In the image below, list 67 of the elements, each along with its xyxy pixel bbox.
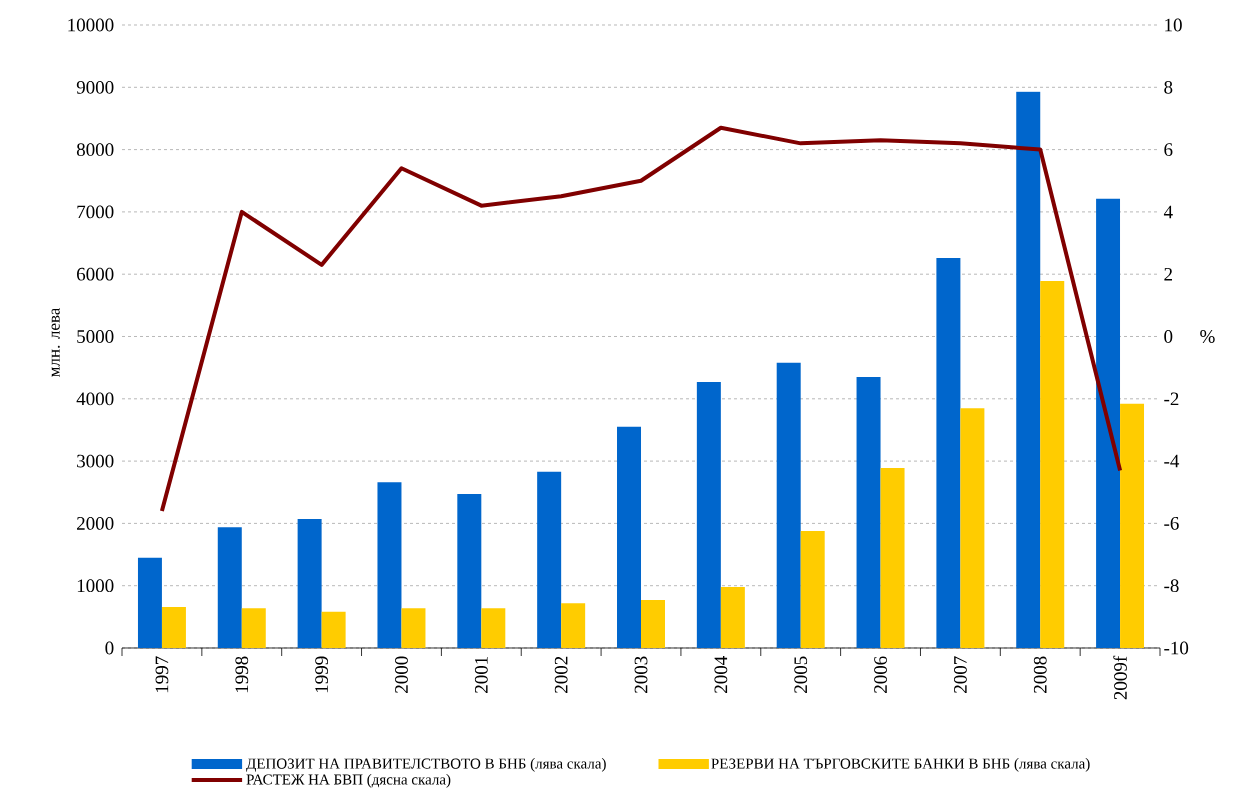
y-tick-label: 1000 <box>77 579 114 593</box>
legend-label: РЕЗЕРВИ НА ТЪРГОВСКИТЕ БАНКИ В БНБ (лява скала) <box>711 758 1090 772</box>
y2-tick-label: -2 <box>1164 392 1179 406</box>
y-tick-label: 10000 <box>68 18 114 32</box>
y2-tick-label: -8 <box>1164 579 1179 593</box>
y2-tick-label: -4 <box>1164 454 1180 468</box>
bar <box>161 606 186 648</box>
x-tick-label: 2008 <box>1033 656 1047 693</box>
x-tick-label: 2002 <box>554 656 568 693</box>
y-tick-label: 8000 <box>76 143 114 157</box>
y2-tick-label: -10 <box>1164 641 1189 655</box>
legend-label: ДЕПОЗИТ НА ПРАВИТЕЛСТВОТО В БНБ (лява скала) <box>246 758 606 772</box>
y2-tick-label: -6 <box>1164 517 1179 530</box>
y2-tick-label: 8 <box>1164 80 1173 94</box>
bar <box>1120 403 1145 648</box>
bar <box>457 494 482 648</box>
x-tick-label: 2009f <box>1113 655 1127 700</box>
y-tick-label: 2000 <box>77 517 114 530</box>
x-tick-label: 2006 <box>874 656 887 693</box>
bar <box>617 426 642 648</box>
bar <box>377 482 402 648</box>
bar <box>960 408 985 648</box>
y-tick-label: 3000 <box>77 454 114 468</box>
x-tick-label: 2005 <box>794 656 808 693</box>
bar <box>1096 198 1121 648</box>
x-tick-label: 2004 <box>714 656 728 693</box>
bar <box>800 530 825 648</box>
line-series <box>159 125 1123 513</box>
bar <box>537 471 562 648</box>
y2-tick-label: 10 <box>1165 18 1182 32</box>
bar <box>1040 281 1065 648</box>
bar <box>401 608 426 648</box>
y-tick-label: 5000 <box>77 330 114 343</box>
bar <box>720 586 745 648</box>
bar <box>936 258 961 648</box>
x-tick-label: 1997 <box>155 656 169 693</box>
y-tick-label: 6000 <box>77 267 114 281</box>
x-tick-label: 2001 <box>474 656 488 693</box>
x-tick-label: 2003 <box>634 656 648 693</box>
y-tick-label: 0 <box>105 641 114 655</box>
bar <box>856 376 881 648</box>
legend-label: РАСТЕЖ НА БВП (дясна скала) <box>246 774 451 788</box>
x-tick-label: 1998 <box>235 656 249 693</box>
bar <box>321 611 346 648</box>
bar <box>641 600 666 648</box>
bar <box>137 557 162 648</box>
x-tick-label: 2007 <box>953 656 967 693</box>
bar <box>217 527 242 648</box>
y2-axis-title: % <box>1200 330 1215 343</box>
y-tick-label: 9000 <box>76 80 114 94</box>
y-tick-label: 7000 <box>77 205 114 219</box>
bar <box>561 603 586 648</box>
x-tick-label: 2000 <box>395 656 408 693</box>
y2-tick-label: 2 <box>1164 267 1172 281</box>
y2-tick-label: 6 <box>1164 143 1173 156</box>
bar <box>776 362 801 648</box>
y-axis-title: млн. лева <box>51 307 60 377</box>
bar <box>297 519 322 648</box>
bar <box>241 608 266 648</box>
bar <box>1016 91 1041 648</box>
y2-tick-label: 0 <box>1164 330 1173 343</box>
bar <box>696 381 721 648</box>
y2-tick-label: 4 <box>1163 205 1173 219</box>
x-tick-label: 1999 <box>315 656 329 693</box>
bar <box>481 608 506 648</box>
bar <box>880 467 905 648</box>
y-tick-label: 4000 <box>76 392 114 406</box>
